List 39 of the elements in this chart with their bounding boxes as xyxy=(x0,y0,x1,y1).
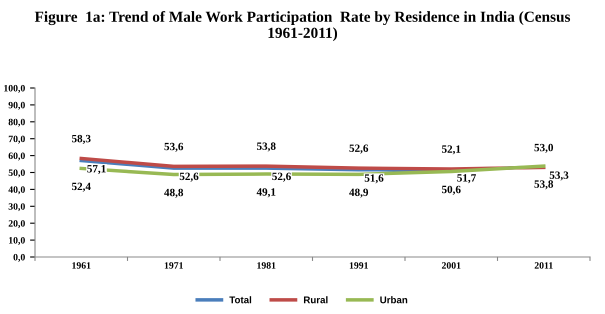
data-label: 58,3 xyxy=(72,134,91,144)
data-label: 57,1 xyxy=(87,165,106,174)
y-tick-label: 10,0 xyxy=(9,237,25,245)
x-tick-label: 1971 xyxy=(164,262,183,269)
y-tick-label: 20,0 xyxy=(8,220,25,228)
data-label: 51,7 xyxy=(457,174,476,184)
data-label: 53,3 xyxy=(550,171,568,181)
data-label: 49,1 xyxy=(256,188,276,198)
y-tick-label: 50,0 xyxy=(8,169,25,178)
data-label: 48,9 xyxy=(349,188,368,198)
y-tick-label: 30,0 xyxy=(8,203,25,212)
data-label: 53,8 xyxy=(534,180,554,190)
y-tick-label: 70,0 xyxy=(8,136,25,144)
data-label: 51,6 xyxy=(364,174,384,184)
chart-title: Figure 1a: Trend of Male Work Participation Rate by Residence in India (Census 1961-2011) xyxy=(34,10,570,42)
x-tick-label: 1991 xyxy=(350,262,368,269)
data-label: 52,6 xyxy=(349,144,368,154)
data-label: 50,6 xyxy=(442,186,461,195)
data-label: 52,4 xyxy=(72,182,91,192)
data-label: 53,6 xyxy=(164,142,184,152)
x-tick-label: 1961 xyxy=(72,262,90,269)
x-tick-label: 1981 xyxy=(257,262,276,269)
data-label: 52,6 xyxy=(272,172,291,182)
data-label: 48,8 xyxy=(164,188,184,198)
y-tick-label: 90,0 xyxy=(8,102,25,110)
legend-label: Urban xyxy=(380,296,408,304)
data-label: 53,8 xyxy=(256,142,276,152)
data-label: 52,1 xyxy=(442,145,460,154)
y-tick-label: 80,0 xyxy=(8,118,25,127)
y-tick-label: 60,0 xyxy=(8,152,25,160)
data-label: 52,6 xyxy=(180,172,198,182)
y-tick-label: 40,0 xyxy=(8,186,25,194)
y-tick-label: 0,0 xyxy=(13,254,25,262)
y-tick-label: 100,0 xyxy=(4,84,25,93)
x-tick-label: 2011 xyxy=(534,262,553,269)
legend-label: Rural xyxy=(304,296,328,304)
data-label: 53,0 xyxy=(534,144,554,153)
x-tick-label: 2001 xyxy=(442,262,460,269)
legend-label: Total xyxy=(229,296,252,304)
